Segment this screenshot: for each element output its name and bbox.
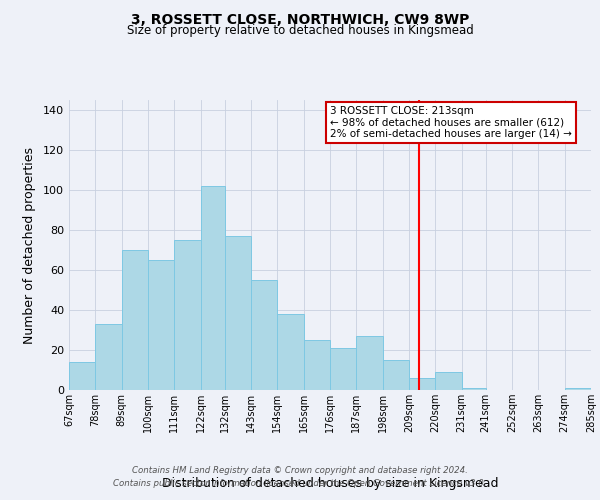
Bar: [277, 314, 304, 390]
Bar: [383, 360, 409, 390]
Bar: [175, 240, 200, 390]
X-axis label: Distribution of detached houses by size in Kingsmead: Distribution of detached houses by size …: [162, 476, 498, 490]
Bar: [69, 362, 95, 390]
Y-axis label: Number of detached properties: Number of detached properties: [23, 146, 36, 344]
Bar: [461, 388, 485, 390]
Bar: [330, 348, 356, 390]
Bar: [122, 250, 148, 390]
Bar: [95, 324, 122, 390]
Bar: [409, 378, 436, 390]
Bar: [436, 372, 461, 390]
Text: 3 ROSSETT CLOSE: 213sqm
← 98% of detached houses are smaller (612)
2% of semi-de: 3 ROSSETT CLOSE: 213sqm ← 98% of detache…: [330, 106, 572, 139]
Bar: [304, 340, 330, 390]
Bar: [251, 280, 277, 390]
Bar: [356, 336, 383, 390]
Bar: [565, 388, 591, 390]
Bar: [148, 260, 175, 390]
Text: Size of property relative to detached houses in Kingsmead: Size of property relative to detached ho…: [127, 24, 473, 37]
Text: Contains HM Land Registry data © Crown copyright and database right 2024.
Contai: Contains HM Land Registry data © Crown c…: [113, 466, 487, 487]
Bar: [224, 236, 251, 390]
Bar: [200, 186, 224, 390]
Text: 3, ROSSETT CLOSE, NORTHWICH, CW9 8WP: 3, ROSSETT CLOSE, NORTHWICH, CW9 8WP: [131, 12, 469, 26]
